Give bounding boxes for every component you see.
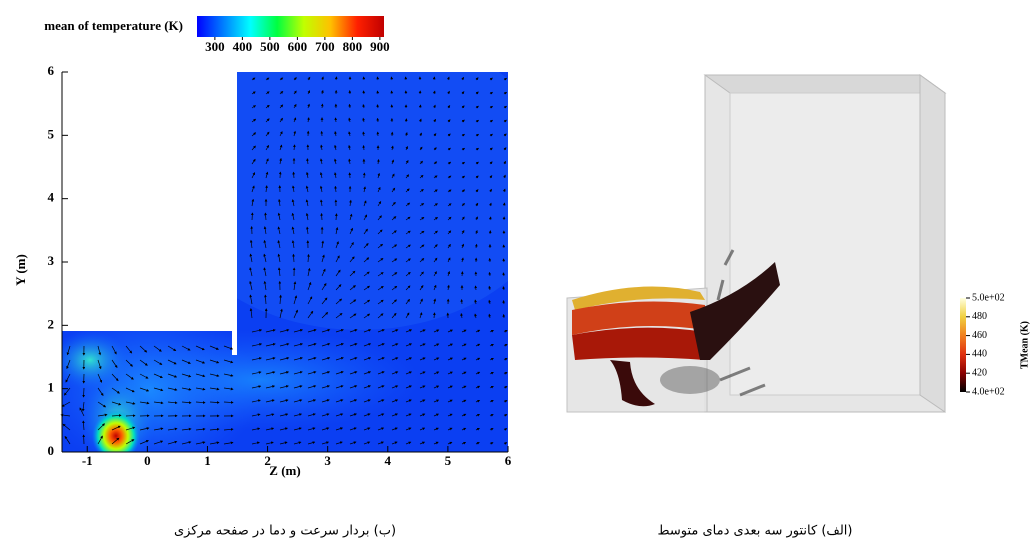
colorbar-tick-label: 400 xyxy=(233,39,253,54)
figure: Z (m) Y (m) mean of temperature (K) (ب) … xyxy=(0,0,1033,545)
x-tick-label: 5 xyxy=(445,453,452,468)
y-tick-label: 5 xyxy=(48,126,55,141)
colorbar xyxy=(197,16,384,37)
y-tick-label: 6 xyxy=(48,63,55,78)
x-tick-label: 1 xyxy=(204,453,211,468)
x-tick-label: -1 xyxy=(82,453,93,468)
colorbar-tick-label: 480 xyxy=(972,311,987,322)
colorbar-tick-label: 600 xyxy=(288,39,308,54)
colorbar-tick-label: 500 xyxy=(260,39,280,54)
y-tick-label: 2 xyxy=(48,316,55,331)
colorbar-label: TMean (K) xyxy=(1019,321,1030,369)
colorbar-tick-label: 700 xyxy=(315,39,335,54)
x-tick-label: 3 xyxy=(324,453,331,468)
x-tick-label: 0 xyxy=(144,453,151,468)
x-tick-label: 4 xyxy=(385,453,392,468)
colorbar-tick-label: 300 xyxy=(205,39,225,54)
y-tick-label: 1 xyxy=(48,380,55,395)
y-tick-label: 4 xyxy=(48,190,55,205)
caption: (الف) کانتور سه بعدی دمای متوسط xyxy=(658,524,853,539)
y-tick-label: 0 xyxy=(48,443,55,458)
colorbar-tick-label: 440 xyxy=(972,349,987,360)
y-tick-label: 3 xyxy=(48,253,55,268)
colorbar-tick-label: 460 xyxy=(972,330,987,341)
colorbar-tick-label: 5.0e+02 xyxy=(972,292,1005,303)
page: {"chart_data": [ {"type": "vector-field"… xyxy=(0,0,1033,545)
x-tick-label: 6 xyxy=(505,453,512,468)
colorbar-tick-label: 420 xyxy=(972,367,987,378)
colorbar-tick-label: 800 xyxy=(343,39,363,54)
colorbar xyxy=(960,298,966,392)
colorbar-tick-label: 4.0e+02 xyxy=(972,386,1005,397)
x-axis-label: Z (m) xyxy=(269,463,300,478)
colorbar-tick-label: 900 xyxy=(370,39,390,54)
x-tick-label: 2 xyxy=(264,453,271,468)
y-axis-label: Y (m) xyxy=(13,254,28,286)
domain-3d xyxy=(567,75,945,412)
caption: (ب) بردار سرعت و دما در صفحه مرکزی xyxy=(174,524,396,539)
colorbar-title: mean of temperature (K) xyxy=(44,18,183,33)
